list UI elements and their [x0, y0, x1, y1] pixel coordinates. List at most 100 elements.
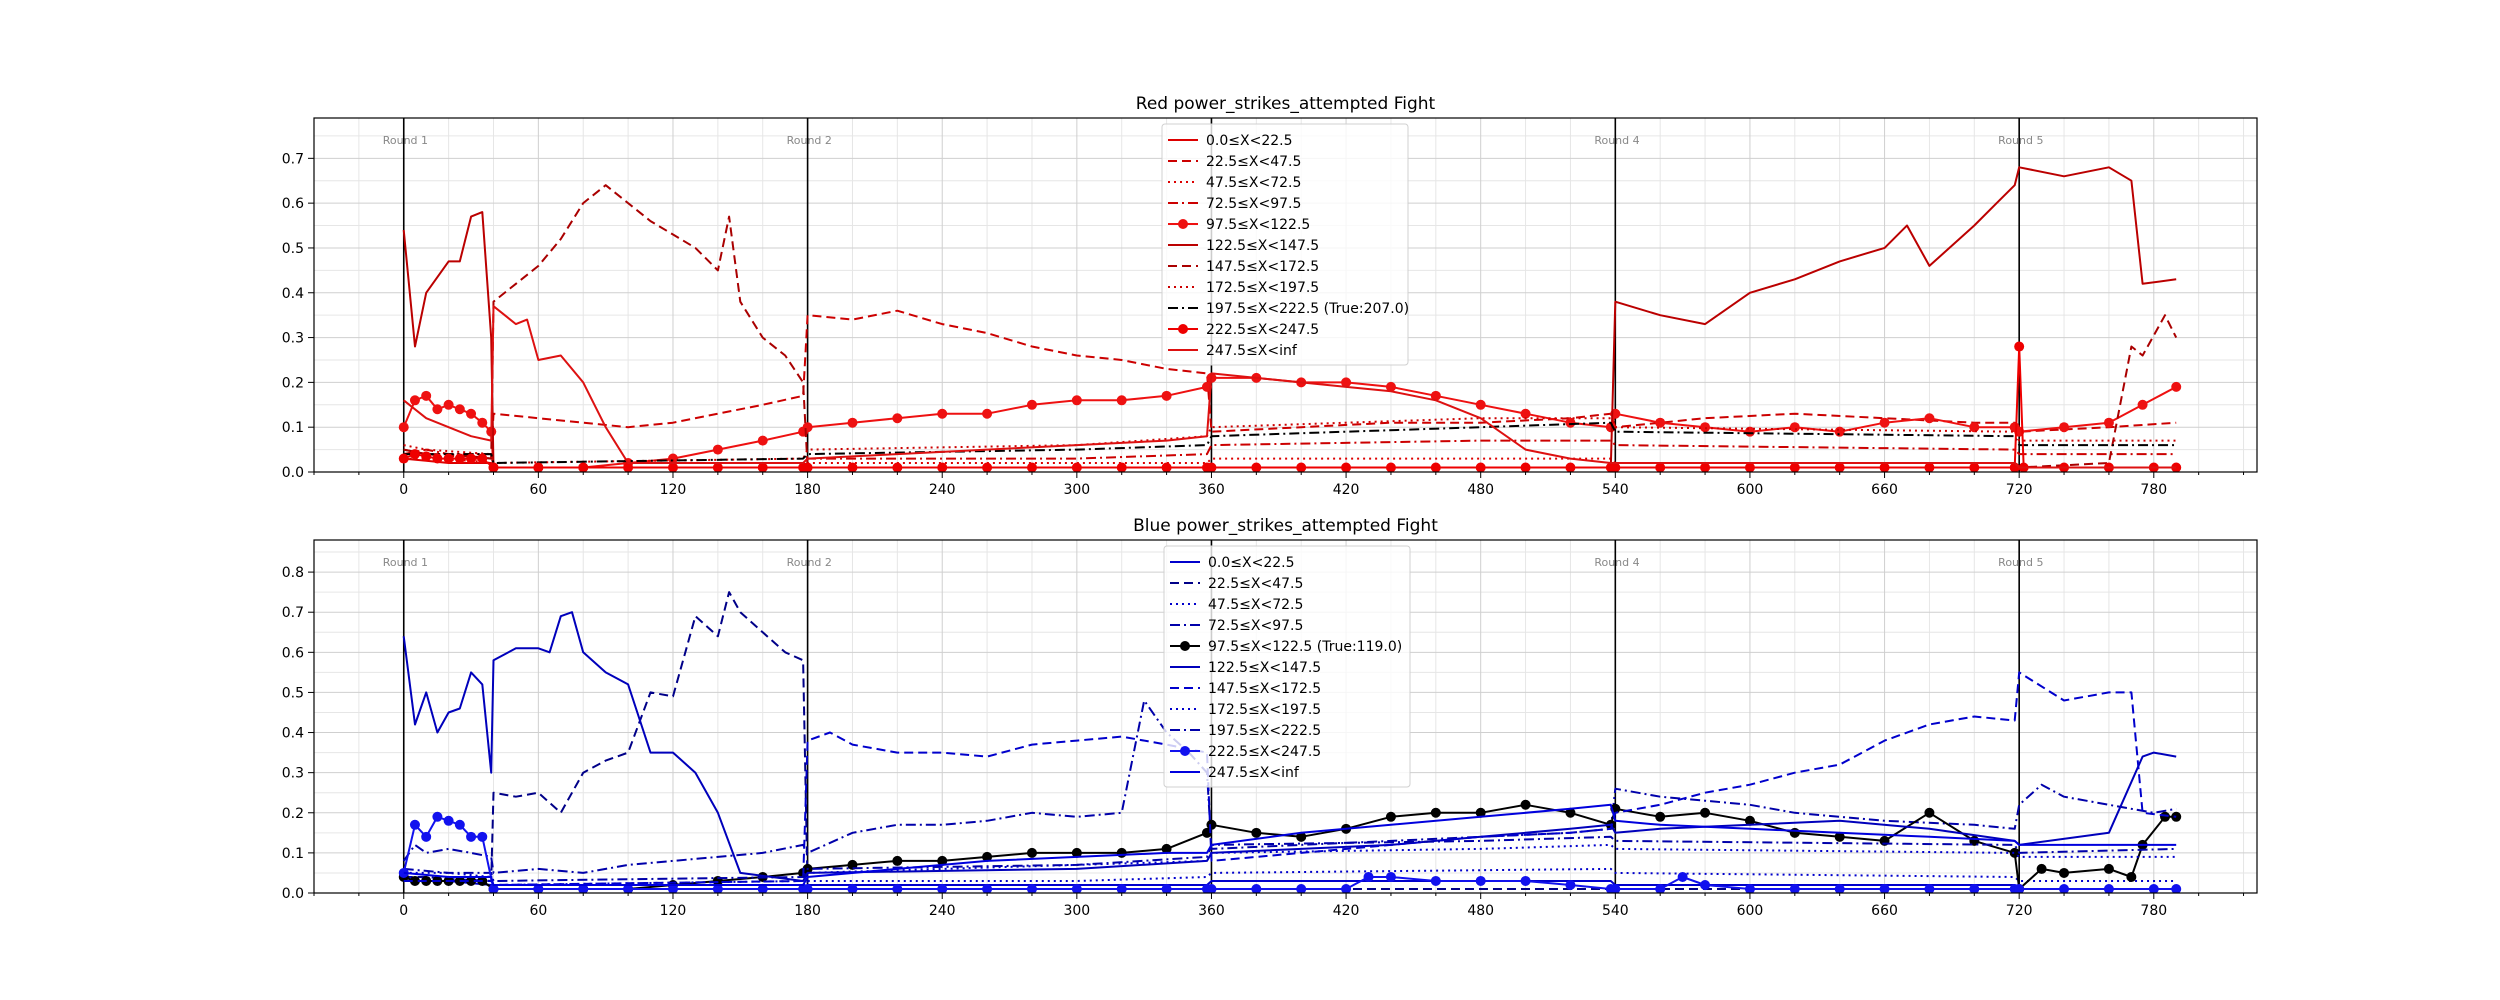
legend-label: 222.5≤X<247.5: [1208, 744, 1321, 760]
y-tick-label: 0.6: [282, 196, 304, 212]
series-marker: [443, 399, 454, 410]
legend-label: 22.5≤X<47.5: [1208, 576, 1303, 592]
x-tick-label: 420: [1333, 482, 1360, 498]
series-marker: [1026, 462, 1037, 472]
round-label: Round 1: [383, 134, 428, 147]
series-marker: [1251, 827, 1262, 838]
series-marker: [2171, 811, 2182, 822]
series-marker: [1700, 462, 1711, 472]
y-tick-label: 0.7: [282, 151, 304, 167]
series-marker: [982, 851, 993, 862]
blue-fight-chart: Blue power_strikes_attempted Fight 0 60 120…: [282, 516, 2258, 919]
series-marker: [1206, 819, 1217, 830]
series-marker: [1565, 879, 1576, 890]
legend-label: 247.5≤X<inf: [1208, 765, 1300, 781]
series-marker: [1026, 399, 1037, 410]
legend-label: 172.5≤X<197.5: [1208, 702, 1321, 718]
series-marker: [1700, 807, 1711, 818]
series-marker: [802, 883, 813, 893]
x-tick-label: 300: [1063, 903, 1090, 919]
series-marker: [1834, 462, 1845, 472]
series-marker: [1924, 462, 1935, 472]
legend-box: [1161, 123, 1409, 366]
series-marker: [409, 819, 420, 830]
series-marker: [1251, 883, 1262, 893]
series-marker: [2036, 863, 2047, 874]
series-marker: [2171, 462, 2182, 472]
series-marker: [1026, 847, 1037, 858]
series-marker: [1116, 847, 1127, 858]
x-tick-label: 660: [1871, 482, 1898, 498]
series-marker: [1430, 462, 1441, 472]
x-tick-label: 720: [2006, 903, 2033, 919]
x-tick-label: 120: [660, 903, 687, 919]
series-marker: [1924, 413, 1935, 424]
legend-label: 72.5≤X<97.5: [1208, 618, 1303, 634]
series-marker: [421, 831, 432, 842]
x-tick-label: 420: [1333, 903, 1360, 919]
legend-label: 197.5≤X<222.5: [1208, 723, 1321, 739]
x-tick-label: 180: [794, 903, 821, 919]
y-tick-label: 0.6: [282, 645, 304, 661]
series-marker: [1385, 381, 1396, 392]
y-tick-label: 0.4: [282, 726, 304, 742]
series-marker: [1385, 871, 1396, 882]
series-marker: [2059, 883, 2070, 893]
x-tick-label: 240: [929, 482, 956, 498]
series-marker: [1430, 875, 1441, 886]
x-tick-label: 360: [1198, 903, 1225, 919]
series-marker: [1475, 875, 1486, 886]
series-marker: [432, 404, 443, 415]
series-marker: [2014, 341, 2025, 352]
series-marker: [488, 883, 499, 893]
x-tick-label: 240: [929, 903, 956, 919]
series-line: [402, 166, 2177, 469]
x-tick-label: 600: [1737, 482, 1764, 498]
y-tick-label: 0.2: [282, 375, 304, 391]
series-marker: [1565, 417, 1576, 428]
series-marker: [1834, 426, 1845, 437]
series-marker: [1744, 815, 1755, 826]
series-marker: [1161, 462, 1172, 472]
series-marker: [1026, 883, 1037, 893]
series-marker: [488, 462, 499, 472]
series-line: [403, 305, 2177, 469]
series-marker: [892, 462, 903, 472]
legend-label: 122.5≤X<147.5: [1206, 238, 1319, 254]
series-marker: [1969, 883, 1980, 893]
series-marker: [2171, 381, 2182, 392]
series-marker: [1116, 462, 1127, 472]
round-label: Round 2: [787, 134, 832, 147]
y-tick-label: 0.3: [282, 331, 304, 347]
legend-label: 197.5≤X<222.5 (True:207.0): [1206, 301, 1409, 317]
series-marker: [1071, 883, 1082, 893]
chart-title: Blue power_strikes_attempted Fight: [1133, 516, 1438, 536]
x-tick-label: 360: [1198, 482, 1225, 498]
series-marker: [1655, 811, 1666, 822]
series-marker: [1430, 807, 1441, 818]
series-marker: [667, 462, 678, 472]
series-marker: [2137, 399, 2148, 410]
legend-label: 147.5≤X<172.5: [1208, 681, 1321, 697]
series-marker: [623, 462, 634, 472]
series-marker: [1789, 462, 1800, 472]
series-marker: [2014, 883, 2025, 893]
series-marker: [1296, 883, 1307, 893]
series-marker: [1655, 883, 1666, 893]
series-marker: [466, 831, 477, 842]
series-marker: [667, 883, 678, 893]
legend-label: 47.5≤X<72.5: [1206, 175, 1301, 191]
x-tick-label: 540: [1602, 903, 1629, 919]
series-marker: [1744, 883, 1755, 893]
x-tick-label: 300: [1063, 482, 1090, 498]
x-tick-label: 0: [399, 482, 408, 498]
series-marker: [1341, 883, 1352, 893]
x-tick-label: 780: [2140, 903, 2167, 919]
series-marker: [533, 462, 544, 472]
series-marker: [2171, 883, 2182, 893]
series-marker: [2059, 867, 2070, 878]
y-tick-label: 0.7: [282, 605, 304, 621]
series-marker: [466, 453, 477, 464]
series-marker: [2103, 883, 2114, 893]
x-tick-label: 0: [399, 903, 408, 919]
